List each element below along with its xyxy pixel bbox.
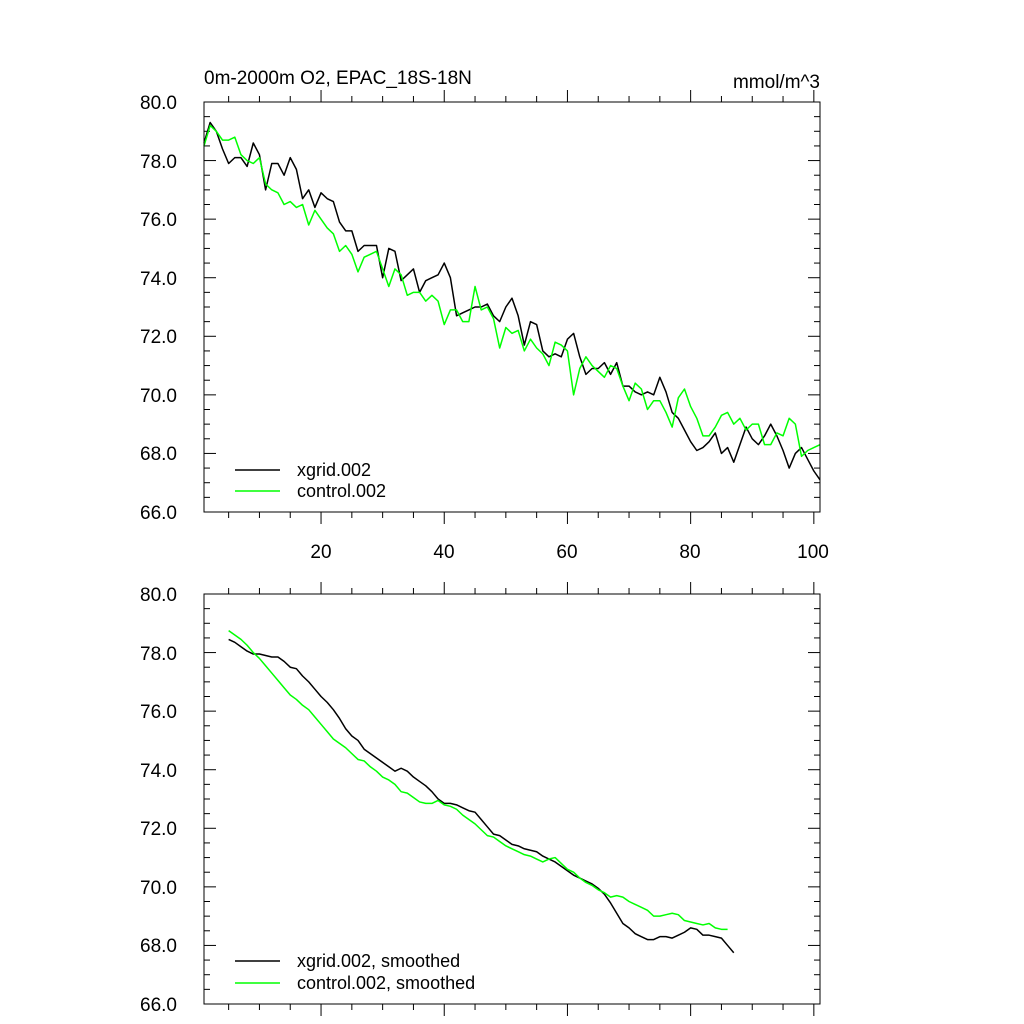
top-chart-units: mmol/m^3 (733, 72, 820, 93)
top-series-line-xgrid (203, 121, 821, 481)
top-xtick-label-80: 80 (679, 542, 700, 563)
bottom-legend-label-control: control.002, smoothed (297, 973, 475, 993)
top-series-group (203, 121, 821, 481)
bottom-series-group (228, 629, 735, 954)
top-xtick-label-20: 20 (310, 542, 331, 563)
top-xtick-label-40: 40 (433, 542, 454, 563)
bottom-series-line-control (228, 629, 728, 931)
bottom-series-line-xgrid (228, 638, 735, 954)
top-ytick-label-74: 74.0 (140, 269, 177, 290)
top-xtick-label-60: 60 (556, 542, 577, 563)
top-ticks (204, 90, 820, 524)
top-legend: xgrid.002 control.002 (235, 460, 386, 501)
top-plot-frame (203, 101, 821, 513)
bottom-ytick-label-80: 80.0 (140, 585, 177, 606)
top-ytick-label-66: 66.0 (140, 503, 177, 524)
bottom-panel: 66.0 68.0 70.0 72.0 74.0 76.0 78.0 80.0 … (140, 582, 821, 1016)
top-chart-title: 0m-2000m O2, EPAC_18S-18N (204, 68, 472, 89)
bottom-legend-label-xgrid: xgrid.002, smoothed (297, 951, 460, 971)
bottom-ytick-label-70: 70.0 (140, 878, 177, 899)
top-legend-label-xgrid: xgrid.002 (297, 460, 371, 480)
bottom-ytick-label-68: 68.0 (140, 936, 177, 957)
top-ytick-label-70: 70.0 (140, 386, 177, 407)
bottom-ytick-label-72: 72.0 (140, 819, 177, 840)
bottom-ytick-label-76: 76.0 (140, 702, 177, 723)
bottom-plot-frame (203, 593, 821, 1005)
top-ytick-label-72: 72.0 (140, 327, 177, 348)
bottom-ytick-label-74: 74.0 (140, 761, 177, 782)
top-ytick-label-80: 80.0 (140, 93, 177, 114)
bottom-legend: xgrid.002, smoothed control.002, smoothe… (235, 951, 475, 993)
bottom-ytick-label-66: 66.0 (140, 995, 177, 1016)
bottom-ytick-label-78: 78.0 (140, 644, 177, 665)
top-ytick-label-78: 78.0 (140, 152, 177, 173)
top-ytick-label-68: 68.0 (140, 444, 177, 465)
top-ytick-label-76: 76.0 (140, 210, 177, 231)
top-xtick-label-100: 100 (797, 542, 829, 563)
bottom-ticks (204, 582, 820, 1016)
top-panel: 0m-2000m O2, EPAC_18S-18N mmol/m^3 66.0 … (140, 68, 829, 563)
top-series-line-control (203, 124, 821, 458)
top-legend-label-control: control.002 (297, 481, 386, 501)
